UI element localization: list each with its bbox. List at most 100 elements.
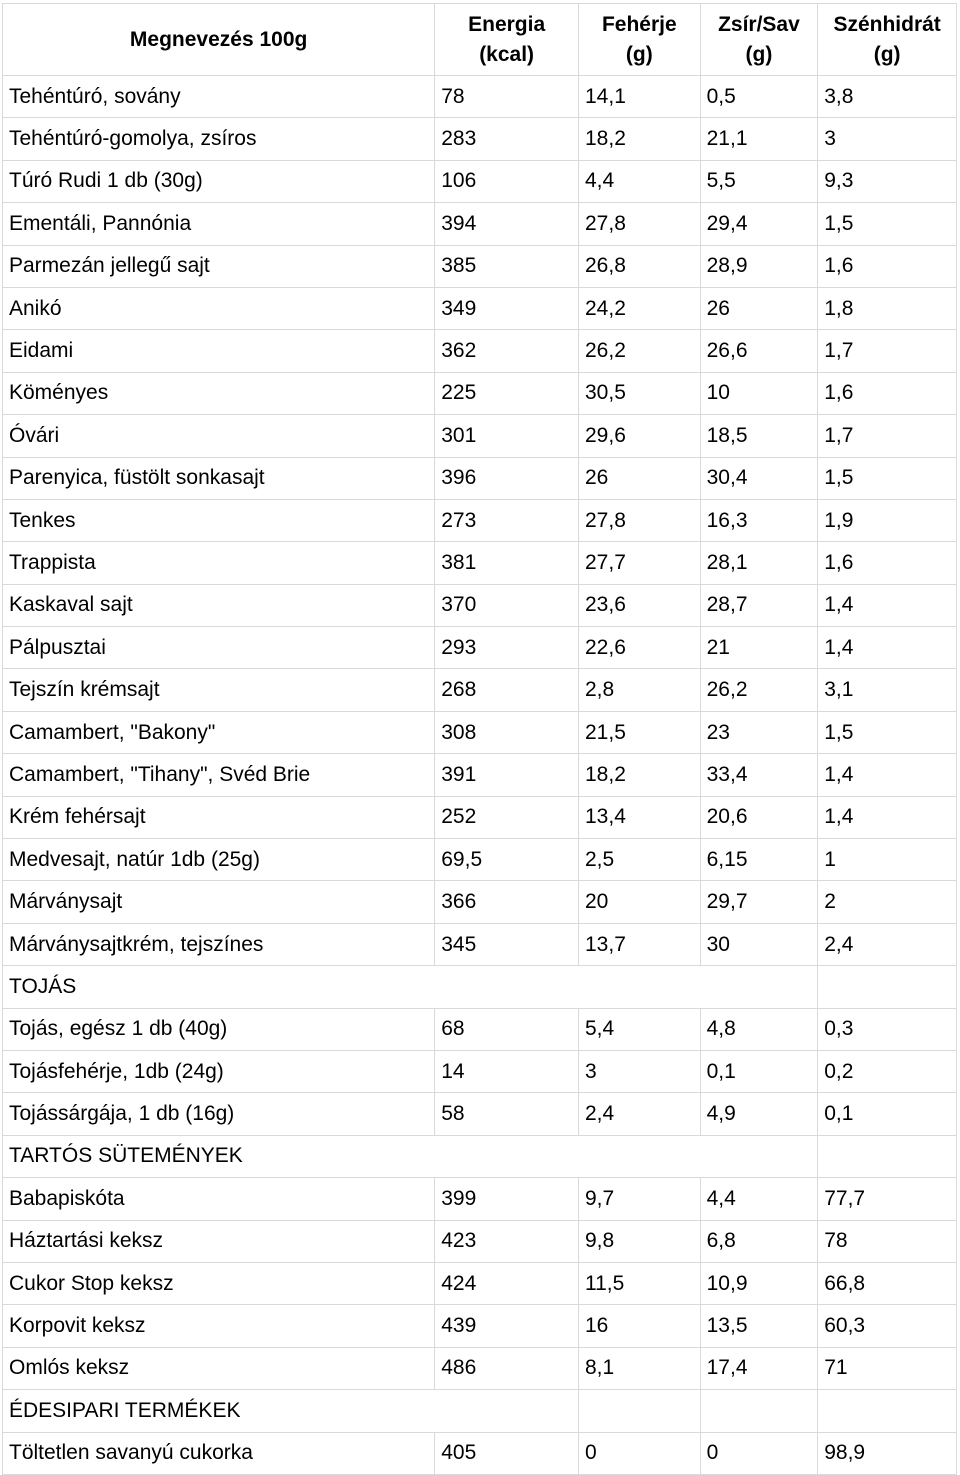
table-row: Ementáli, Pannónia 394 27,8 29,4 1,5 [1,202,957,246]
carbs-cell: 1,5 [817,710,957,755]
food-name-cell: Krém fehérsajt [1,795,436,840]
protein-cell: 23,6 [578,583,701,628]
table-row: Köményes 225 30,5 10 1,6 [1,371,957,416]
food-name-cell: Cukor Stop keksz [1,1261,436,1306]
carbs-cell: 66,8 [817,1261,957,1306]
fat-cell: 10 [699,371,819,416]
food-name-cell: Pálpusztai [1,626,436,670]
protein-cell: 14,1 [578,74,701,119]
fat-cell: 20,6 [699,795,819,840]
food-name-cell: Medvesajt, natúr 1db (25g) [1,838,436,882]
energy-cell: 268 [434,668,579,712]
fat-cell: 28,1 [699,541,819,585]
energy-cell: 293 [434,626,579,670]
protein-cell: 13,7 [578,922,701,967]
energy-cell: 349 [434,286,579,331]
table-row: Parenyica, füstölt sonkasajt 396 26 30,4 1,5 [1,456,957,500]
energy-cell: 391 [434,753,579,797]
carbs-cell: 1,6 [817,244,957,288]
food-name-cell: Ementáli, Pannónia [1,202,436,246]
fat-cell: 10,9 [699,1261,819,1306]
section-row: TARTÓS SÜTEMÉNYEK [1,1134,957,1179]
carbs-cell: 1,7 [817,329,957,373]
carbs-cell: 1,5 [817,202,957,246]
carbs-cell: 3,8 [817,74,957,119]
carbs-cell: 0,1 [817,1092,957,1136]
protein-cell: 20 [578,880,701,924]
empty-cell [817,965,957,1009]
carbs-cell: 1 [817,838,957,882]
fat-cell: 29,4 [699,202,819,246]
table-row: Krém fehérsajt 252 13,4 20,6 1,4 [1,795,957,840]
protein-cell: 22,6 [578,626,701,670]
energy-cell: 301 [434,414,579,458]
protein-cell: 27,8 [578,498,701,543]
carbs-cell: 1,6 [817,371,957,416]
carbs-cell: 1,4 [817,753,957,797]
fat-cell: 26,2 [699,668,819,712]
protein-cell: 26,8 [578,244,701,288]
food-name-cell: Camambert, "Bakony" [1,710,436,755]
carbs-cell: 71 [817,1346,957,1391]
table-row: Tehéntúró, sovány 78 14,1 0,5 3,8 [1,74,957,119]
header-label: Megnevezés 100g [129,27,308,51]
header-label: Zsír/Sav [718,12,800,36]
fat-cell: 13,5 [699,1304,819,1348]
energy-cell: 423 [434,1219,579,1263]
table-row: Babapiskóta 399 9,7 4,4 77,7 [1,1177,957,1221]
table-body: Tehéntúró, sovány 78 14,1 0,5 3,8 Tehéntúró-g… [1,74,957,1475]
energy-cell: 273 [434,498,579,543]
food-name-cell: Köményes [1,371,436,416]
table-row: Trappista 381 27,7 28,1 1,6 [1,541,957,585]
protein-cell: 4,4 [578,159,701,204]
energy-cell: 396 [434,456,579,500]
protein-cell: 9,8 [578,1219,701,1263]
header-protein: Fehérje (g) [578,3,701,76]
food-name-cell: Tejszín krémsajt [1,668,436,712]
empty-cell [578,1389,701,1433]
energy-cell: 308 [434,710,579,755]
energy-cell: 486 [434,1346,579,1391]
table-row: Háztartási keksz 423 9,8 6,8 78 [1,1219,957,1263]
fat-cell: 26 [699,286,819,331]
protein-cell: 3 [578,1049,701,1094]
table-row: Tojássárgája, 1 db (16g) 58 2,4 4,9 0,1 [1,1092,957,1136]
header-name: Megnevezés 100g [1,3,436,76]
protein-cell: 16 [578,1304,701,1348]
table-row: Túró Rudi 1 db (30g) 106 4,4 5,5 9,3 [1,159,957,204]
carbs-cell: 1,6 [817,541,957,585]
carbs-cell: 1,4 [817,626,957,670]
protein-cell: 29,6 [578,414,701,458]
fat-cell: 16,3 [699,498,819,543]
fat-cell: 29,7 [699,880,819,924]
table-row: Camambert, "Bakony" 308 21,5 23 1,5 [1,710,957,755]
table-row: Tojás, egész 1 db (40g) 68 5,4 4,8 0,3 [1,1007,957,1051]
energy-cell: 405 [434,1431,579,1475]
food-name-cell: Tehéntúró-gomolya, zsíros [1,117,436,161]
table-row: Kaskaval sajt 370 23,6 28,7 1,4 [1,583,957,628]
energy-cell: 252 [434,795,579,840]
food-name-cell: Tojásfehérje, 1db (24g) [1,1049,436,1094]
table-row: Omlós keksz 486 8,1 17,4 71 [1,1346,957,1391]
food-name-cell: Tenkes [1,498,436,543]
section-row: TOJÁS [1,965,957,1009]
food-name-cell: Kaskaval sajt [1,583,436,628]
food-name-cell: Háztartási keksz [1,1219,436,1263]
empty-cell [699,1389,819,1433]
protein-cell: 26 [578,456,701,500]
fat-cell: 33,4 [699,753,819,797]
food-name-cell: Tojás, egész 1 db (40g) [1,1007,436,1051]
section-heading: TOJÁS [1,965,819,1009]
protein-cell: 13,4 [578,795,701,840]
section-heading: ÉDESIPARI TERMÉKEK [2,1389,579,1433]
energy-cell: 381 [434,541,579,585]
energy-cell: 345 [434,922,579,967]
energy-cell: 362 [434,329,579,373]
energy-cell: 394 [434,202,579,246]
energy-cell: 370 [434,583,579,628]
carbs-cell: 1,8 [817,286,957,331]
energy-cell: 283 [434,117,579,161]
carbs-cell: 60,3 [817,1304,957,1348]
header-unit: (g) [745,42,773,66]
carbs-cell: 1,4 [817,583,957,628]
